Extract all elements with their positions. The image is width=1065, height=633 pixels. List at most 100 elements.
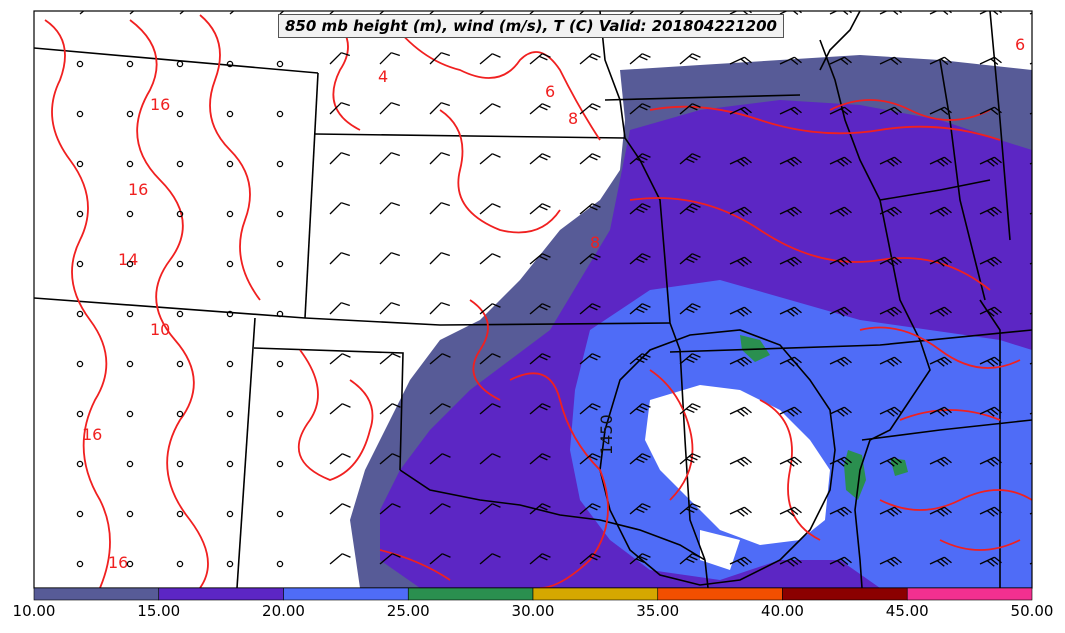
wind-barb: [329, 52, 351, 65]
wind-barb: [429, 152, 451, 165]
wind-barb: [1029, 56, 1032, 65]
wind-barb: [729, 106, 752, 115]
calm-wind-marker: [176, 260, 184, 268]
wind-barb: [329, 102, 351, 115]
wind-barb: [479, 253, 501, 265]
wind-barb: [379, 453, 401, 465]
colorbar-tick-label: 20.00: [262, 602, 305, 620]
wind-barb: [379, 553, 401, 565]
wind-barb: [879, 11, 902, 15]
wind-barb: [329, 302, 351, 315]
wind-barb: [629, 503, 651, 515]
wind-barb: [779, 406, 802, 417]
wind-barb: [879, 306, 902, 317]
wind-barb: [729, 356, 752, 367]
wind-barb: [729, 506, 752, 517]
wind-barb: [1029, 556, 1032, 565]
colorbar-tick-label: 50.00: [1010, 602, 1054, 620]
colorbar-tick-label: 30.00: [511, 602, 555, 620]
colorbar-tick-label: 25.00: [386, 602, 430, 620]
wind-barb: [829, 206, 852, 217]
wind-barb: [679, 53, 701, 65]
temp-label: 4: [378, 67, 388, 86]
wind-barb: [879, 456, 902, 467]
wind-barb: [229, 11, 243, 15]
wind-barb: [479, 353, 501, 365]
calm-wind-marker: [76, 560, 84, 568]
temp-label: 14: [118, 250, 138, 269]
calm-wind-marker: [276, 460, 284, 468]
calm-wind-marker: [226, 410, 234, 418]
calm-wind-marker: [276, 210, 284, 218]
wind-barb: [579, 203, 601, 215]
wind-barb: [929, 356, 952, 367]
colorbar-segment: [906, 587, 1033, 601]
wind-barb: [679, 353, 701, 365]
wind-barb: [379, 152, 401, 165]
wind-barb: [579, 403, 601, 415]
wind-barb: [329, 403, 351, 415]
wind-barb: [879, 556, 902, 567]
calm-wind-marker: [226, 510, 234, 518]
wind-barb: [629, 203, 651, 215]
wind-barb: [629, 253, 651, 265]
calm-wind-marker: [176, 310, 184, 318]
calm-wind-marker: [126, 560, 134, 568]
wind-barb: [679, 153, 701, 165]
colorbar-tick-label: 15.00: [137, 602, 181, 620]
calm-wind-marker: [226, 310, 234, 318]
wind-barb: [779, 556, 802, 567]
wind-barb: [879, 506, 902, 517]
wind-barb: [479, 11, 493, 15]
wind-barb: [829, 556, 852, 567]
temp-label: 8: [590, 233, 600, 252]
wind-barb: [679, 103, 701, 115]
wind-barb: [529, 11, 543, 15]
calm-wind-marker: [176, 60, 184, 68]
wind-barb: [929, 256, 952, 267]
wind-barb: [629, 153, 651, 165]
calm-wind-marker: [226, 260, 234, 268]
wind-barb: [429, 353, 451, 365]
wind-barb: [979, 156, 1002, 167]
wind-barb: [1029, 306, 1032, 315]
wind-barb: [579, 503, 601, 515]
wind-barb: [329, 453, 351, 465]
wind-barb: [479, 553, 501, 565]
colorbar: [33, 587, 1033, 601]
wind-barb: [779, 506, 802, 517]
wind-barb: [729, 11, 752, 15]
wind-barb: [579, 11, 593, 15]
wind-barb: [429, 102, 451, 115]
wind-barb: [629, 53, 651, 65]
calm-wind-marker: [176, 110, 184, 118]
wind-barb: [979, 456, 1002, 467]
wind-barb: [829, 256, 852, 267]
wind-barb: [529, 303, 551, 315]
wind-barb: [379, 503, 401, 515]
wind-barb: [829, 306, 852, 317]
wind-barb: [579, 53, 601, 65]
wind-barb: [879, 356, 902, 367]
colorbar-segment: [158, 587, 284, 601]
calm-wind-marker: [176, 560, 184, 568]
wind-barb: [329, 202, 351, 215]
wind-barb: [829, 156, 852, 167]
wind-barb: [979, 206, 1002, 217]
calm-wind-marker: [176, 210, 184, 218]
calm-wind-marker: [126, 60, 134, 68]
wind-barb: [929, 306, 952, 317]
calm-wind-marker: [126, 110, 134, 118]
wind-barb: [579, 303, 601, 315]
colorbar-segment: [283, 587, 409, 601]
wind-barbs: [76, 11, 1032, 568]
wind-barb: [329, 353, 351, 365]
wind-barb: [329, 11, 343, 15]
calm-wind-marker: [126, 260, 134, 268]
wind-barb: [529, 453, 551, 465]
wind-barb: [479, 403, 501, 415]
colorbar-tick-label: 10.00: [12, 602, 56, 620]
wind-barb: [479, 503, 501, 515]
wind-barb: [429, 302, 451, 315]
